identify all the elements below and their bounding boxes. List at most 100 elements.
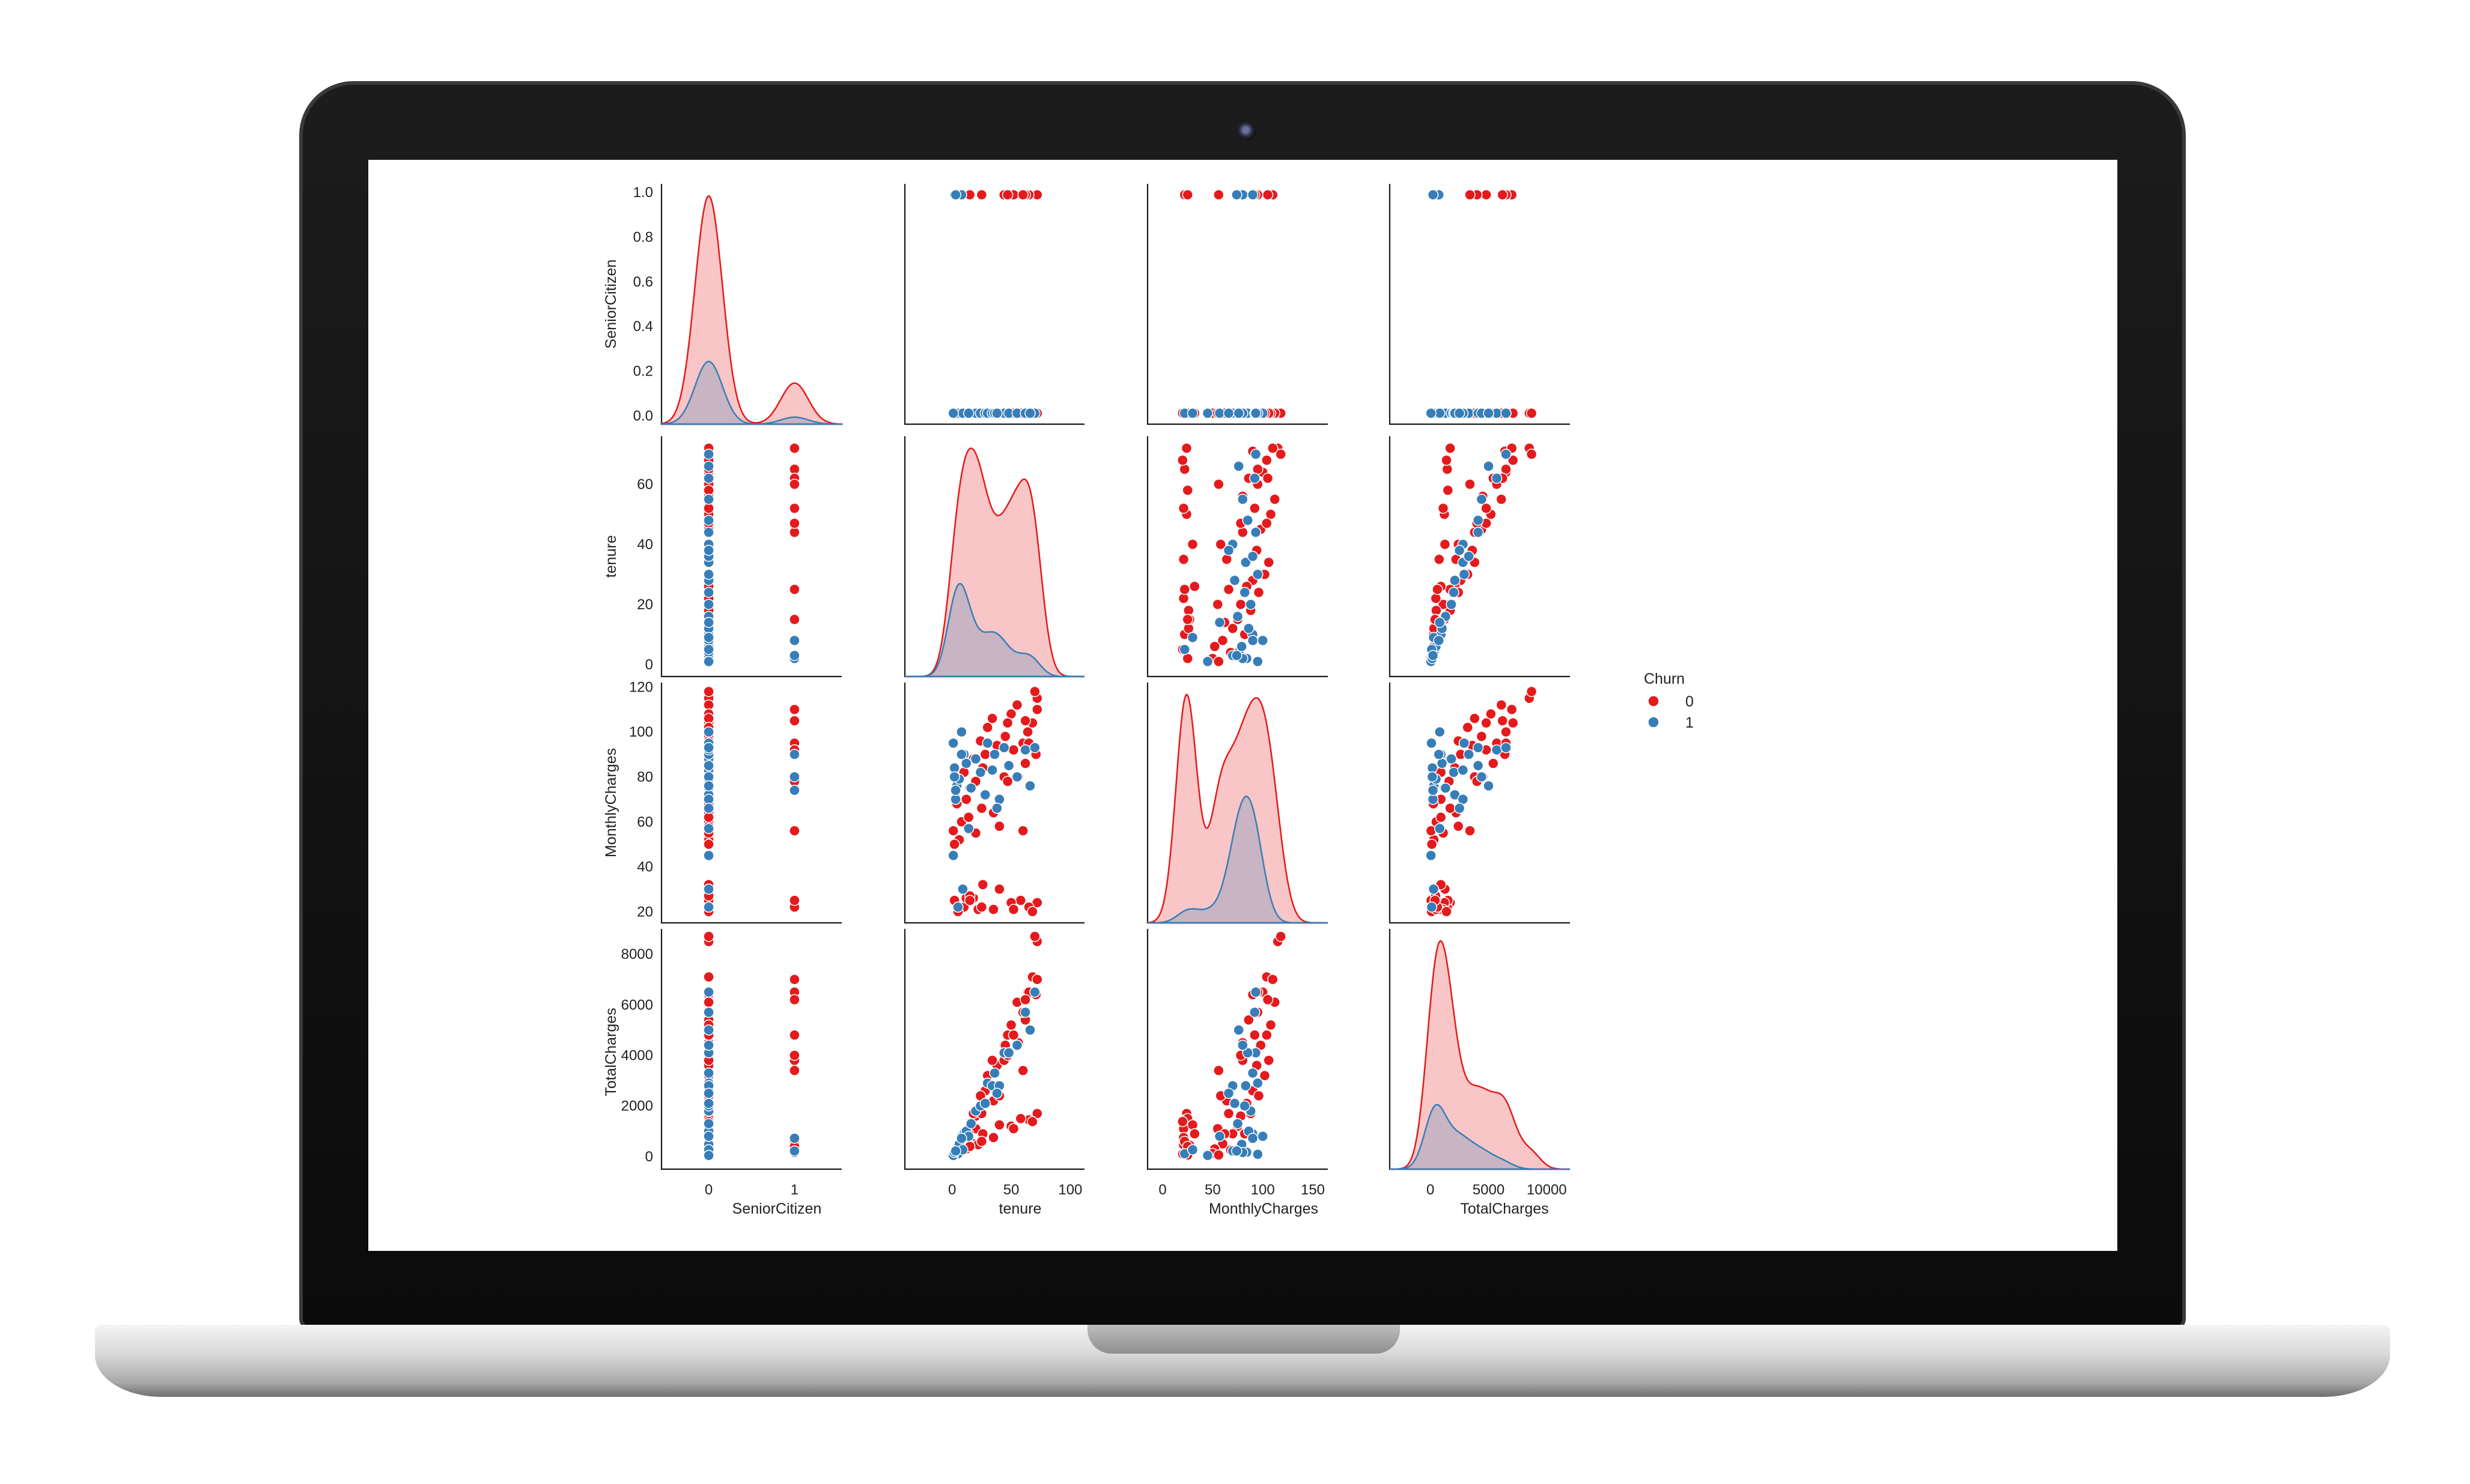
point-MonthlyCharges-vs-tenure-72 [987,764,998,776]
pairplot-chart: 0.00.20.40.60.81.00204060204060801001200… [603,184,1694,1217]
point-MonthlyCharges-vs-SeniorCitizen-79 [703,742,714,753]
point-TotalCharges-vs-SeniorCitizen-85 [703,1149,714,1161]
point-TotalCharges-vs-MonthlyCharges-17 [1253,1090,1265,1102]
xtick-tenure-50: 50 [1003,1182,1020,1198]
point-TotalCharges-vs-MonthlyCharges-53 [1249,1029,1261,1041]
point-tenure-vs-MonthlyCharges-8 [1269,493,1280,505]
point-MonthlyCharges-vs-tenure-27 [949,838,960,850]
ytick-MonthlyCharges-100: 100 [629,724,653,740]
point-tenure-vs-MonthlyCharges-83 [1214,616,1226,628]
point-MonthlyCharges-vs-tenure-52 [1020,715,1031,726]
point-tenure-vs-MonthlyCharges-68 [1245,598,1256,610]
point-TotalCharges-vs-SeniorCitizen-79 [703,987,714,998]
point-MonthlyCharges-vs-SeniorCitizen-52 [789,715,800,726]
point-TotalCharges-vs-tenure-84 [991,1087,1003,1099]
ylabel-tenure: tenure [603,535,619,578]
point-MonthlyCharges-vs-tenure-83 [963,823,975,835]
point-tenure-vs-TotalCharges-83 [1434,616,1446,628]
point-MonthlyCharges-vs-TotalCharges-50 [1506,704,1518,716]
point-SeniorCitizen-vs-MonthlyCharges-80 [1233,407,1244,419]
point-tenure-vs-SeniorCitizen-76 [703,514,714,526]
point-MonthlyCharges-vs-tenure-32 [976,803,988,814]
point-TotalCharges-vs-MonthlyCharges-83 [1214,1131,1226,1142]
xtick-tenure-100: 100 [1058,1182,1082,1198]
point-tenure-vs-TotalCharges-49 [1441,454,1452,466]
point-TotalCharges-vs-tenure-53 [1008,1029,1020,1041]
point-tenure-vs-MonthlyCharges-57 [1182,613,1193,625]
point-TotalCharges-vs-MonthlyCharges-82 [1187,1144,1199,1155]
point-tenure-vs-TotalCharges-73 [1463,550,1474,562]
point-tenure-vs-SeniorCitizen-75 [703,526,714,538]
point-TotalCharges-vs-tenure-49 [1027,1116,1038,1128]
point-MonthlyCharges-vs-tenure-70 [979,789,991,801]
point-TotalCharges-vs-tenure-56 [976,1136,988,1147]
point-MonthlyCharges-vs-TotalCharges-69 [1448,767,1459,778]
point-tenure-vs-MonthlyCharges-81 [1179,643,1190,655]
legend-title: Churn [1644,671,1685,687]
point-TotalCharges-vs-SeniorCitizen-58 [789,1065,800,1077]
point-TotalCharges-vs-MonthlyCharges-49 [1177,1116,1188,1128]
point-MonthlyCharges-vs-tenure-28 [948,825,959,836]
point-MonthlyCharges-vs-tenure-58 [1017,825,1029,836]
point-MonthlyCharges-vs-tenure-39 [994,883,1005,895]
panel-TotalCharges-vs-SeniorCitizen [660,929,842,1170]
point-tenure-vs-MonthlyCharges-73 [1247,550,1259,562]
point-MonthlyCharges-vs-TotalCharges-73 [1463,749,1474,760]
point-tenure-vs-MonthlyCharges-82 [1187,631,1199,643]
ytick-MonthlyCharges-120: 120 [629,679,653,695]
panel-SeniorCitizen-vs-tenure [904,184,1084,425]
point-MonthlyCharges-vs-TotalCharges-27 [1426,838,1438,850]
point-TotalCharges-vs-MonthlyCharges-64 [1257,1131,1268,1142]
point-MonthlyCharges-vs-TotalCharges-33 [1435,812,1447,823]
point-MonthlyCharges-vs-TotalCharges-59 [1426,737,1437,749]
point-TotalCharges-vs-SeniorCitizen-50 [789,973,800,985]
point-tenure-vs-SeniorCitizen-82 [703,631,714,643]
point-MonthlyCharges-vs-tenure-36 [1015,895,1027,906]
point-tenure-vs-TotalCharges-58 [1464,478,1476,490]
point-MonthlyCharges-vs-TotalCharges-52 [1497,715,1508,726]
xtick-TotalCharges-10000: 10000 [1527,1182,1567,1198]
point-TotalCharges-vs-MonthlyCharges-77 [1237,1039,1249,1051]
point-MonthlyCharges-vs-tenure-66 [961,758,972,769]
point-MonthlyCharges-vs-tenure-50 [1032,704,1043,716]
point-TotalCharges-vs-MonthlyCharges-67 [1232,1118,1244,1130]
point-MonthlyCharges-vs-TotalCharges-83 [1434,823,1446,835]
point-TotalCharges-vs-SeniorCitizen-88 [789,1145,800,1157]
point-tenure-vs-MonthlyCharges-13 [1263,556,1274,568]
point-TotalCharges-vs-tenure-70 [979,1098,991,1109]
point-tenure-vs-MonthlyCharges-17 [1253,586,1265,598]
point-tenure-vs-TotalCharges-77 [1476,493,1488,505]
point-MonthlyCharges-vs-TotalCharges-4 [1500,726,1512,738]
point-MonthlyCharges-vs-tenure-10 [999,731,1011,742]
point-MonthlyCharges-vs-tenure-75 [998,742,1010,753]
point-MonthlyCharges-vs-TotalCharges-76 [1472,760,1484,771]
point-tenure-vs-MonthlyCharges-72 [1240,556,1252,568]
point-MonthlyCharges-vs-TotalCharges-80 [1483,780,1494,792]
point-MonthlyCharges-vs-tenure-68 [970,753,982,765]
panel-tenure-vs-MonthlyCharges [1146,436,1328,678]
ytick-MonthlyCharges-20: 20 [637,904,653,920]
point-MonthlyCharges-vs-tenure-57 [964,895,976,906]
point-SeniorCitizen-vs-TotalCharges-53 [1480,189,1492,201]
point-tenure-vs-MonthlyCharges-40 [1178,553,1190,565]
point-tenure-vs-SeniorCitizen-68 [703,598,714,610]
point-SeniorCitizen-vs-tenure-84 [991,407,1003,419]
ytick-TotalCharges-0: 0 [645,1149,653,1165]
point-TotalCharges-vs-MonthlyCharges-80 [1233,1024,1244,1036]
point-TotalCharges-vs-SeniorCitizen-70 [703,1098,714,1109]
ytick-tenure-20: 20 [637,597,653,613]
point-SeniorCitizen-vs-tenure-85 [948,407,959,419]
point-TotalCharges-vs-tenure-39 [994,1119,1005,1131]
point-MonthlyCharges-vs-tenure-41 [977,879,989,890]
point-TotalCharges-vs-tenure-13 [987,1054,998,1066]
kde-TotalCharges-churn-1 [1390,1104,1570,1170]
point-MonthlyCharges-vs-TotalCharges-64 [1434,726,1446,738]
panel-SeniorCitizen-vs-MonthlyCharges [1146,184,1328,425]
point-TotalCharges-vs-tenure-80 [1024,1024,1036,1036]
point-tenure-vs-MonthlyCharges-30 [1215,538,1226,550]
point-TotalCharges-vs-tenure-79 [1029,987,1041,998]
point-MonthlyCharges-vs-tenure-67 [965,782,977,794]
point-tenure-vs-MonthlyCharges-53 [1249,502,1261,514]
point-MonthlyCharges-vs-tenure-14 [982,722,993,734]
point-tenure-vs-MonthlyCharges-23 [1217,634,1229,646]
